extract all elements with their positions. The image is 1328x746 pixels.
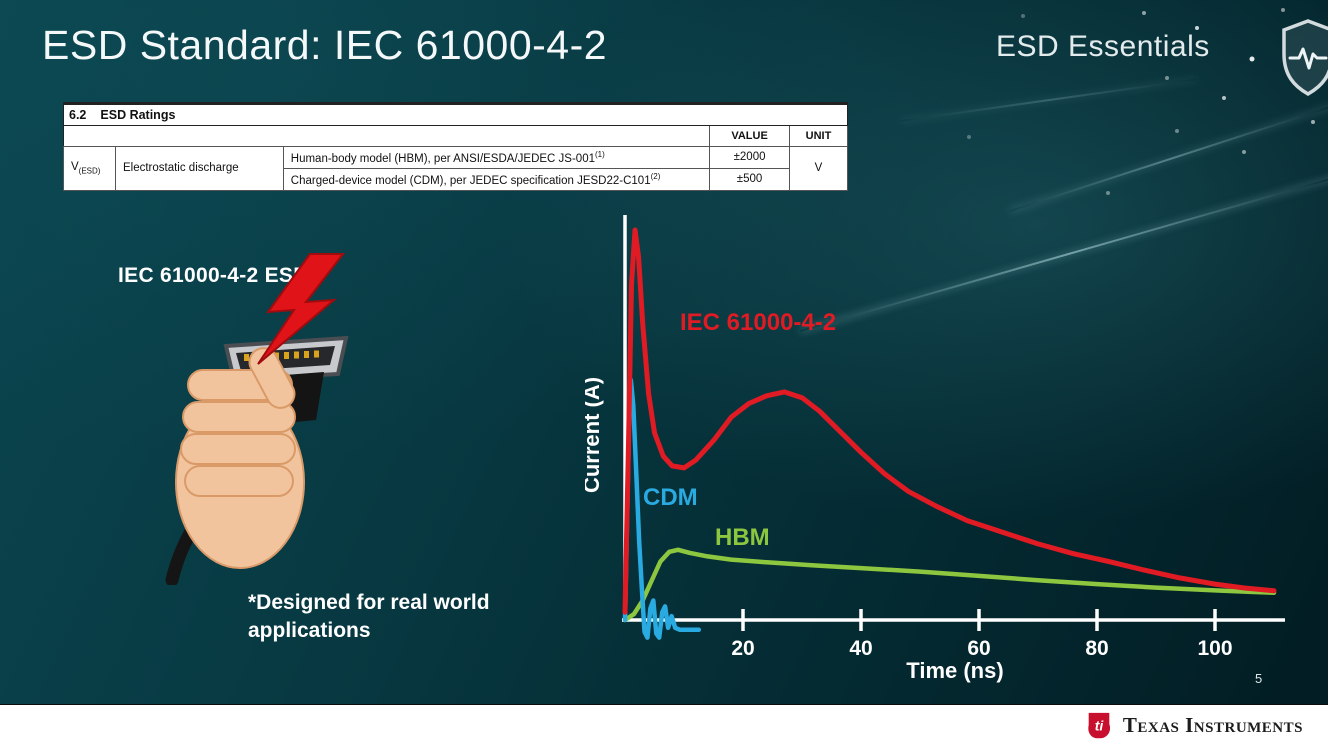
ti-wordmark: Texas Instruments bbox=[1122, 713, 1303, 737]
param-symbol-cell: V(ESD) bbox=[63, 146, 116, 191]
background-streak bbox=[899, 78, 1198, 122]
footer-bar: ti Texas Instruments bbox=[0, 704, 1328, 746]
header-spacer bbox=[63, 125, 711, 147]
slide-title: ESD Standard: IEC 61000-4-2 bbox=[42, 22, 608, 68]
table-row: Charged-device model (CDM), per JEDEC sp… bbox=[64, 167, 848, 191]
x-tick-label: 20 bbox=[731, 637, 754, 660]
x-tick-label: 80 bbox=[1085, 637, 1108, 660]
table-row: V(ESD) Electrostatic discharge Human-bod… bbox=[63, 146, 848, 191]
table-section-heading: 6.2 ESD Ratings bbox=[63, 103, 848, 126]
section-number: 6.2 bbox=[69, 108, 87, 122]
footnote-line1: *Designed for real world bbox=[248, 591, 490, 614]
series-label-hbm: HBM bbox=[715, 524, 770, 551]
curve-hbm bbox=[622, 547, 1277, 623]
x-tick-label: 60 bbox=[967, 637, 990, 660]
illustration-caption: IEC 61000-4-2 ESD bbox=[118, 264, 309, 287]
column-header-value: VALUE bbox=[709, 125, 791, 147]
section-title: ESD Ratings bbox=[100, 108, 176, 122]
cdm-description-cell: Charged-device model (CDM), per JEDEC sp… bbox=[282, 167, 711, 191]
waveform-chart: 20 40 60 80 100 IEC 61000-4-2 CDM HBM Time (ns) C… bbox=[585, 205, 1295, 690]
esd-ratings-table: 6.2 ESD Ratings VALUE UNIT V(ESD) Electro… bbox=[63, 102, 848, 191]
param-symbol-sub: (ESD) bbox=[78, 166, 101, 176]
background-stars bbox=[0, 0, 2, 2]
param-name-cell: Electrostatic discharge bbox=[114, 146, 284, 191]
series-label-cdm: CDM bbox=[643, 484, 698, 511]
column-header-unit: UNIT bbox=[789, 125, 848, 147]
cdm-value-cell: ±500 bbox=[709, 167, 791, 191]
unit-cell: V bbox=[789, 146, 848, 191]
series-label-iec: IEC 61000-4-2 bbox=[680, 309, 836, 336]
curve-iec bbox=[622, 227, 1277, 615]
svg-text:ti: ti bbox=[1095, 717, 1105, 733]
hand bbox=[175, 347, 305, 569]
shield-pulse-icon bbox=[1282, 19, 1328, 97]
curve-cdm bbox=[622, 377, 702, 640]
x-tick-label: 100 bbox=[1197, 637, 1232, 660]
footnote: *Designed for real world applications bbox=[248, 589, 490, 645]
x-tick-label: 40 bbox=[849, 637, 872, 660]
series-title: ESD Essentials bbox=[996, 30, 1210, 63]
hand-esd-illustration bbox=[165, 253, 349, 585]
background-streak bbox=[1009, 104, 1328, 212]
x-axis-title: Time (ns) bbox=[906, 658, 1003, 683]
waveform-chart-svg: 20 40 60 80 100 IEC 61000-4-2 CDM HBM Time (ns) C… bbox=[585, 215, 1285, 683]
ti-bug-icon: ti bbox=[1088, 712, 1110, 738]
hbm-value-cell: ±2000 bbox=[709, 146, 791, 169]
page-number: 5 bbox=[1255, 671, 1263, 686]
lightning-bolt-icon bbox=[257, 253, 346, 365]
ti-logo: ti Texas Instruments bbox=[1084, 710, 1303, 741]
y-axis-title: Current (A) bbox=[585, 377, 604, 493]
footnote-line2: applications bbox=[248, 619, 371, 642]
hbm-description-cell: Human-body model (HBM), per ANSI/ESDA/JE… bbox=[282, 146, 711, 169]
param-symbol: V bbox=[71, 161, 79, 174]
